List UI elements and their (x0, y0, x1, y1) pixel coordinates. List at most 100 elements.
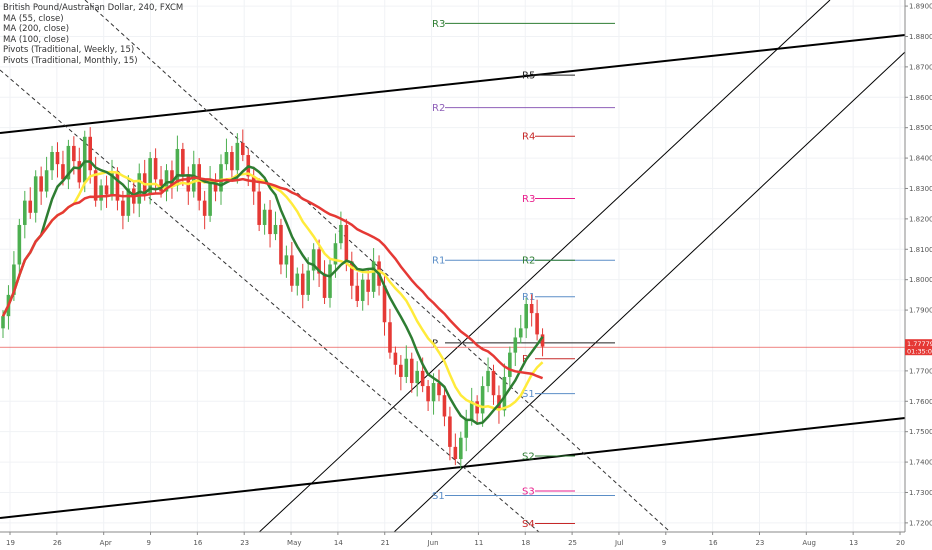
weekly-pivot-label: R3 (522, 194, 535, 205)
candle-body (273, 224, 278, 235)
candle-body (268, 209, 272, 235)
candle-body (230, 152, 234, 171)
price-axis-bg (905, 0, 932, 550)
candle-body (295, 273, 300, 286)
candle-body (459, 437, 463, 460)
candle-body (66, 145, 71, 180)
price-tag-countdown: 01:35:06 (907, 348, 932, 356)
candle-body (175, 148, 180, 186)
ma100-line (1, 170, 544, 412)
chart-legend: British Pound/Australian Dollar, 240, FX… (3, 3, 183, 66)
candle-body (82, 136, 87, 183)
monthly-pivot-label: R1 (432, 256, 445, 267)
candle-body (306, 270, 310, 295)
candle-body (300, 273, 305, 295)
candle-body (311, 249, 316, 271)
candle-body (219, 164, 223, 192)
price-tick-label: 1.85000 (909, 124, 932, 132)
candle-body (426, 386, 430, 402)
upper-trendline (0, 34, 906, 134)
monthly-pivot-label: S1 (432, 491, 445, 502)
weekly-pivot-label: S4 (522, 519, 535, 530)
price-tag-value: 1.77779 (907, 340, 932, 348)
candle-body (213, 179, 218, 192)
candle-body (437, 383, 441, 396)
candle-body (535, 313, 539, 335)
price-axis[interactable]: 1.89000 1.88000 1.87000 1.86000 1.85000 1.840… (904, 0, 932, 550)
candle-body (366, 279, 370, 292)
trend-channel-lines[interactable] (0, 0, 906, 550)
weekly-pivot-label: R2 (522, 256, 535, 267)
candle-body (110, 173, 114, 195)
price-tick-label: 1.83000 (909, 185, 932, 193)
time-tick-label: 11 (474, 539, 483, 547)
price-tick-label: 1.82000 (909, 215, 932, 223)
candle-body (104, 185, 109, 195)
time-tick-label: 19 (6, 539, 15, 547)
candle-body (181, 148, 185, 177)
candle-body (469, 401, 474, 420)
candle-body (202, 200, 207, 216)
time-tick-label: May (287, 539, 301, 547)
time-tick-label: 16 (193, 539, 202, 547)
moving-averages[interactable] (1, 160, 544, 426)
time-tick-label: Aug (802, 539, 816, 547)
price-tick-label: 1.75000 (909, 428, 932, 436)
price-tick-label: 1.80000 (909, 276, 932, 284)
candle-body (518, 328, 523, 338)
channel-line-b (374, 51, 906, 550)
legend-ma200[interactable]: MA (200, close) (3, 24, 70, 34)
ma55-line (1, 160, 544, 426)
time-tick-label: Apr (100, 539, 112, 547)
candle-body (442, 395, 447, 417)
candle-body (126, 188, 131, 216)
candlesticks[interactable] (1, 127, 545, 469)
candle-body (23, 200, 27, 225)
price-tick-label: 1.89000 (909, 3, 932, 11)
time-axis-bg (0, 532, 932, 550)
monthly-pivot-label: R3 (432, 19, 445, 30)
candle-body (290, 255, 294, 286)
candle-body (464, 419, 469, 438)
symbol-title[interactable]: British Pound/Australian Dollar, 240, FX… (3, 3, 184, 13)
candle-body (399, 364, 403, 377)
candle-body (284, 255, 289, 265)
candle-body (72, 145, 76, 162)
price-tick-label: 1.88000 (909, 33, 932, 41)
candle-body (93, 170, 98, 201)
time-tick-label: 18 (521, 539, 530, 547)
candle-body (355, 285, 360, 301)
candle-body (420, 370, 425, 387)
monthly-pivot-label: P (432, 338, 438, 349)
candle-body (44, 170, 49, 192)
candle-body (475, 401, 479, 414)
candle-body (137, 173, 142, 204)
time-tick-label: 13 (849, 539, 858, 547)
legend-weekly-pivots[interactable]: Pivots (Traditional, Weekly, 15) (3, 45, 135, 55)
candle-body (121, 200, 125, 216)
candle-body (33, 176, 38, 213)
price-tag-bg (905, 339, 932, 356)
price-tick-label: 1.81000 (909, 246, 932, 254)
weekly-pivot-label: S2 (522, 452, 535, 463)
legend-monthly-pivots[interactable]: Pivots (Traditional, Monthly, 15) (3, 55, 138, 66)
candle-body (55, 152, 60, 165)
candle-body (159, 179, 163, 192)
candle-body (148, 158, 152, 195)
price-tick-label: 1.73000 (909, 489, 932, 497)
candle-body (382, 285, 387, 323)
candle-body (491, 370, 496, 396)
candle-body (333, 243, 338, 265)
candle-body (513, 337, 518, 353)
time-axis[interactable]: 19 26 Apr 9 16 23 May 14 21 Jun 11 18 25 Jul 9 16 23 Aug 1… (0, 531, 932, 550)
candle-body (61, 164, 65, 180)
candle-body (164, 170, 169, 192)
candle-body (344, 224, 349, 262)
lower-trendline (0, 417, 906, 519)
legend-ma100[interactable]: MA (100, close) (3, 34, 70, 45)
candle-body (524, 304, 528, 329)
legend-ma55[interactable]: MA (55, close) (3, 13, 64, 24)
candle-body (317, 249, 321, 274)
